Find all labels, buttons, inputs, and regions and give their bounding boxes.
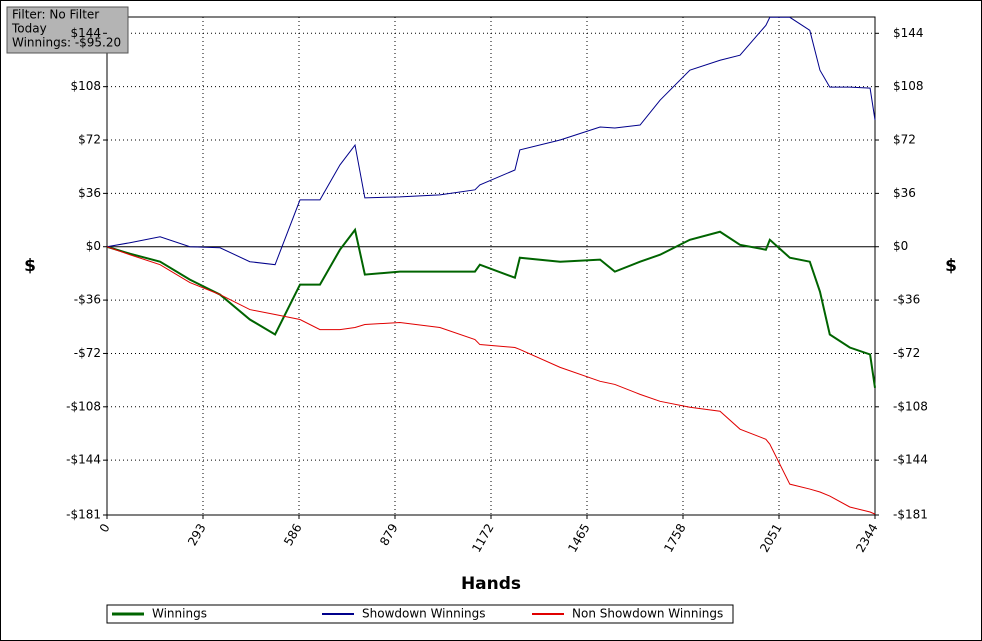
- y2-tick-label: -$181: [893, 508, 928, 522]
- y2-tick-label: $108: [893, 79, 924, 93]
- legend-label: Non Showdown Winnings: [572, 607, 723, 621]
- y-axis-label: $: [24, 256, 36, 276]
- y-tick-label: $36: [78, 186, 101, 200]
- y-tick-label: -$36: [74, 293, 101, 307]
- y-tick-label: $72: [78, 133, 101, 147]
- legend-label: Winnings: [152, 607, 207, 621]
- series-line: [106, 246, 876, 515]
- y2-tick-label: -$108: [893, 399, 928, 413]
- info-period: Today: [11, 22, 47, 36]
- y2-axis-label: $: [945, 256, 957, 276]
- legend: [106, 604, 734, 624]
- y-tick-label: $0: [86, 239, 101, 253]
- y-tick-label: -$144: [66, 453, 101, 467]
- series-line: [106, 16, 876, 266]
- y-tick-label: -$72: [74, 346, 101, 360]
- y2-tick-label: $144: [893, 26, 924, 40]
- y-tick-label: $108: [70, 79, 101, 93]
- plot: [106, 16, 876, 516]
- info-box: [6, 6, 129, 54]
- y2-tick-label: -$36: [893, 293, 920, 307]
- y2-tick-label: $36: [893, 186, 916, 200]
- y-tick-label: -$181: [66, 508, 101, 522]
- y2-tick-label: -$144: [893, 453, 928, 467]
- series-line: [106, 227, 876, 388]
- x-axis-label: Hands: [461, 574, 521, 594]
- y2-tick-label: -$72: [893, 346, 920, 360]
- y-tick-label: -$108: [66, 399, 101, 413]
- legend-label: Showdown Winnings: [362, 607, 486, 621]
- y-tick-label: $144: [70, 26, 101, 40]
- info-filter: Filter: No Filter: [12, 8, 99, 22]
- y2-tick-label: $72: [893, 133, 916, 147]
- y2-tick-label: $0: [893, 239, 908, 253]
- info-winnings: Winnings: -$95.20: [12, 36, 121, 50]
